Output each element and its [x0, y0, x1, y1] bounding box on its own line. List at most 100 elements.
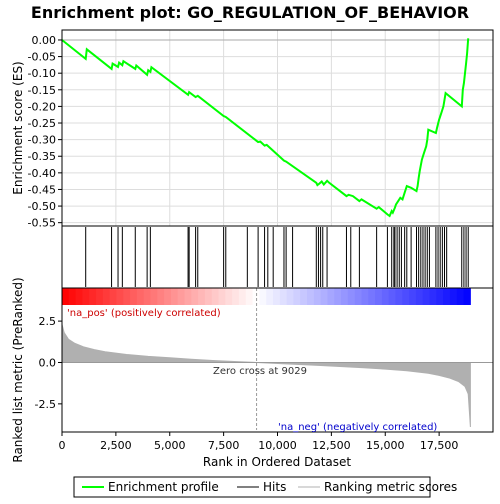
band-segment — [211, 288, 220, 305]
metric-area — [61, 324, 471, 428]
es-y-tick-label: -0.50 — [28, 200, 56, 213]
metric-ylabel: Ranked list metric (PreRanked) — [11, 277, 25, 462]
band-segment — [68, 288, 77, 305]
band-segment — [116, 288, 124, 305]
es-line-layer — [61, 38, 470, 218]
band-segment — [449, 288, 458, 305]
annotation-positive: 'na_pos' (positively correlated) — [67, 308, 221, 319]
band-segment — [327, 288, 335, 305]
band-segment — [361, 288, 369, 305]
band-segment — [62, 288, 70, 305]
band-segment — [320, 288, 328, 305]
band-segment — [381, 288, 390, 305]
band-segment — [272, 288, 281, 305]
x-tick-label: 12,500 — [312, 439, 351, 452]
legend-label-enrichment: Enrichment profile — [108, 480, 219, 494]
x-tick-label: 17,500 — [420, 439, 459, 452]
x-tick-label: 15,000 — [366, 439, 405, 452]
band-segment — [89, 288, 97, 305]
es-y-tick-label: -0.15 — [28, 84, 56, 97]
band-segment — [443, 288, 451, 305]
band-segment — [164, 288, 172, 305]
band-segment — [313, 288, 322, 305]
band-segment — [198, 288, 206, 305]
x-axis: 0 2,500 5,000 7,500 10,000 12,500 15,000 17,500 — [59, 432, 459, 452]
band-segment — [157, 288, 165, 305]
metric-layer — [61, 324, 493, 428]
band-segment — [341, 288, 349, 305]
band-segment — [75, 288, 83, 305]
band-segment — [354, 288, 362, 305]
es-ylabel: Enrichment score (ES) — [11, 61, 25, 194]
band-segment — [266, 288, 274, 305]
band-segment — [402, 288, 410, 305]
metric-y-tick-label: -2.5 — [35, 398, 56, 411]
hits-layer — [85, 227, 469, 287]
x-tick-label: 7,500 — [208, 439, 240, 452]
metric-y-tick-label: 0.0 — [39, 356, 57, 369]
es-y-tick-label: -0.20 — [28, 100, 56, 113]
x-tick-label: 0 — [59, 439, 66, 452]
band-segment — [232, 288, 240, 305]
band-segment — [334, 288, 342, 305]
band-segment — [123, 288, 131, 305]
band-segment — [204, 288, 213, 305]
band-segment — [184, 288, 192, 305]
es-y-tick-label: -0.35 — [28, 150, 56, 163]
band-segment — [422, 288, 431, 305]
legend: Enrichment profile Hits Ranking metric s… — [73, 476, 457, 498]
x-tick-label: 5,000 — [154, 439, 186, 452]
es-profile-line — [61, 38, 470, 218]
band-segment — [395, 288, 403, 305]
band-segment — [463, 288, 471, 305]
band-segment — [252, 288, 260, 305]
band-segment — [82, 288, 90, 305]
annotation-negative: 'na_neg' (negatively correlated) — [278, 422, 437, 433]
band-segment — [347, 288, 356, 305]
band-segment — [286, 288, 294, 305]
x-tick-label: 2,500 — [100, 439, 132, 452]
band-segment — [429, 288, 437, 305]
band-segment — [130, 288, 138, 305]
band-segment — [409, 288, 417, 305]
band-segment — [170, 288, 179, 305]
band-segment — [279, 288, 288, 305]
es-y-tick-label: -0.40 — [28, 167, 56, 180]
es-grid — [61, 30, 493, 226]
legend-label-metric: Ranking metric scores — [324, 480, 457, 494]
band-segment — [143, 288, 151, 305]
band-segment — [191, 288, 199, 305]
es-y-tick-label: -0.55 — [28, 217, 56, 230]
band-segment — [293, 288, 301, 305]
band-segment — [96, 288, 104, 305]
band-segment — [415, 288, 424, 305]
es-y-tick-label: -0.45 — [28, 183, 56, 196]
band-segment — [300, 288, 308, 305]
es-y-tick-label: -0.25 — [28, 117, 56, 130]
band-segment — [368, 288, 376, 305]
band-segment — [436, 288, 444, 305]
legend-label-hits: Hits — [263, 480, 286, 494]
band-segment — [456, 288, 465, 305]
x-tick-label: 10,000 — [258, 439, 297, 452]
band-segment — [102, 288, 111, 305]
es-y-tick-label: -0.05 — [28, 51, 56, 64]
hits-panel-frame — [61, 225, 494, 289]
band-segment — [177, 288, 186, 305]
es-y-axis: 0.00 -0.05 -0.10 -0.15 -0.20 -0.25 -0.30 -0.35 -… — [28, 34, 62, 230]
x-axis-label: Rank in Ordered Dataset — [203, 455, 351, 469]
band-segment — [388, 288, 397, 305]
metric-y-axis: 2.5 0.0 -2.5 — [35, 315, 62, 411]
metric-y-tick-label: 2.5 — [39, 315, 57, 328]
annotation-zero-cross: Zero cross at 9029 — [213, 366, 307, 377]
band-segment — [259, 288, 267, 305]
chart-title: Enrichment plot: GO_REGULATION_OF_BEHAVI… — [31, 3, 469, 22]
band-segment — [150, 288, 158, 305]
band-segment — [218, 288, 226, 305]
band-segment — [307, 288, 315, 305]
band-segment — [136, 288, 145, 305]
es-y-tick-label: -0.10 — [28, 67, 56, 80]
band-segment — [238, 288, 247, 305]
es-y-tick-label: -0.30 — [28, 134, 56, 147]
